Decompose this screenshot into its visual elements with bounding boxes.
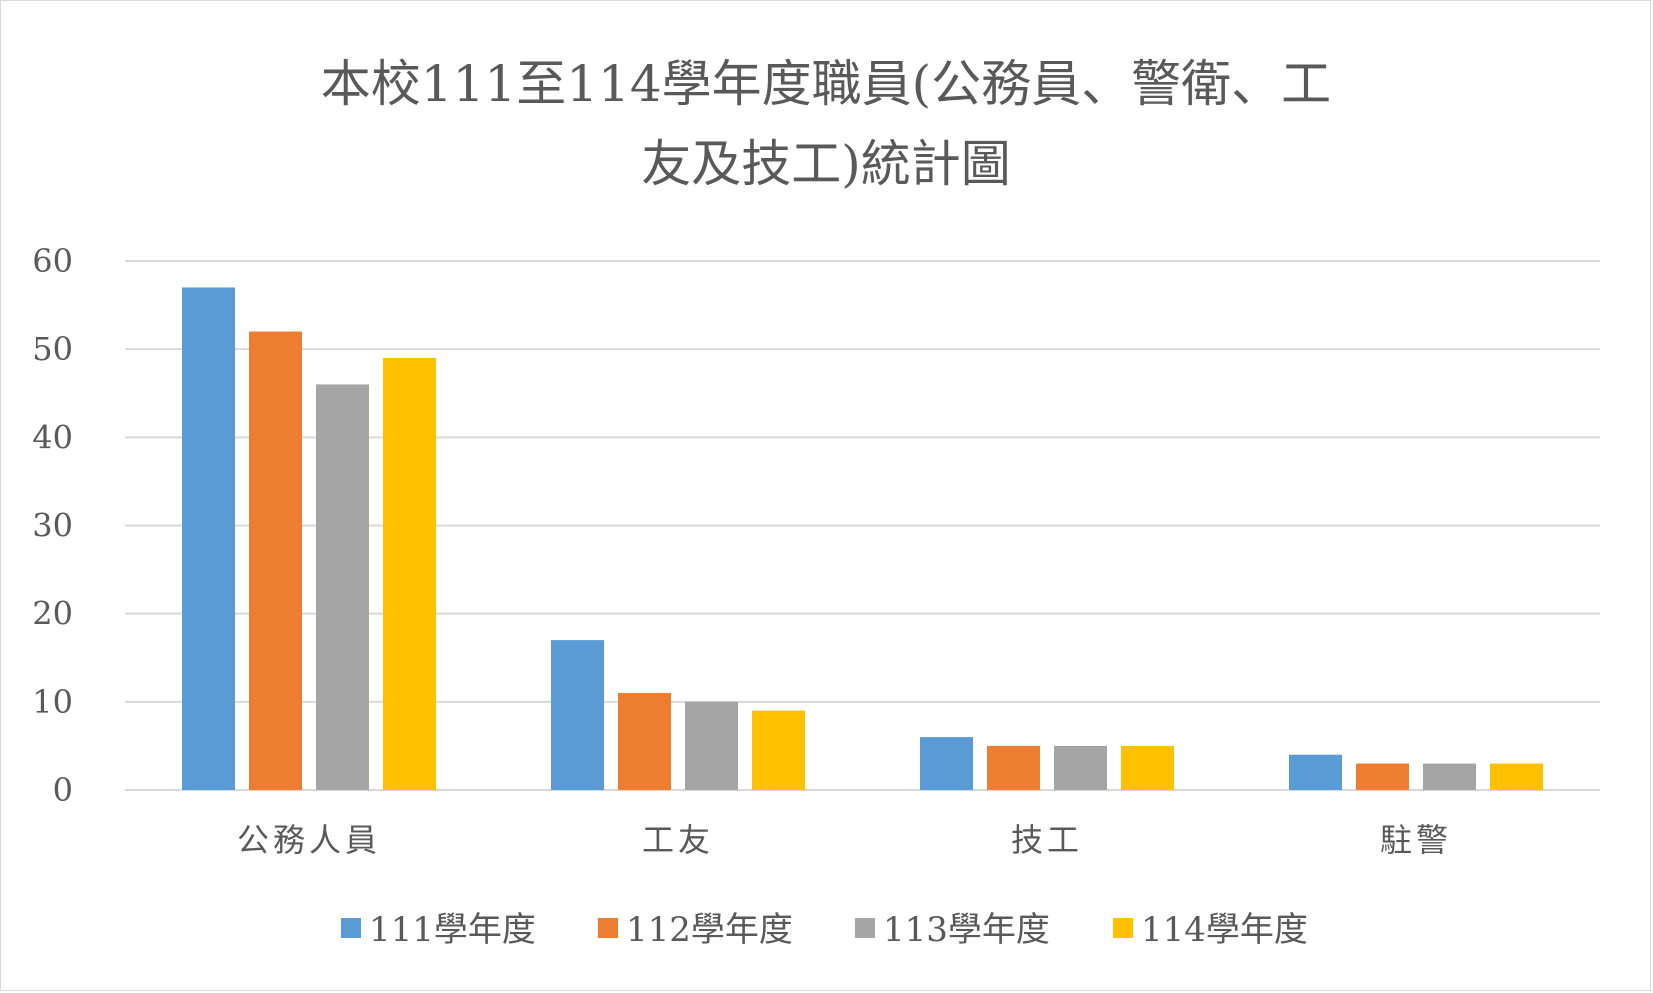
bar (316, 384, 369, 790)
legend-label: 112學年度 (626, 910, 793, 950)
chart-title-line-2: 友及技工)統計圖 (641, 135, 1011, 193)
bar (182, 287, 235, 790)
bar (383, 357, 436, 790)
bars (182, 287, 1543, 790)
bar (551, 640, 604, 790)
bar (685, 701, 738, 790)
y-tick-label: 50 (32, 330, 73, 368)
x-category-label: 公務人員 (237, 821, 381, 859)
legend-swatch (341, 918, 361, 938)
bar (920, 737, 973, 790)
bar (1054, 745, 1107, 790)
y-tick-label: 40 (32, 418, 73, 456)
y-tick-label: 20 (32, 595, 73, 633)
x-category-label: 技工 (1011, 821, 1083, 859)
legend-swatch (1113, 918, 1133, 938)
bar (1289, 754, 1342, 790)
y-axis-ticks: 0 10 20 30 40 50 60 (32, 242, 73, 809)
y-tick-label: 30 (32, 507, 73, 545)
legend-swatch (598, 918, 618, 938)
y-tick-label: 0 (53, 771, 73, 809)
y-tick-label: 10 (32, 683, 73, 721)
x-category-label: 駐警 (1380, 821, 1452, 859)
bar (1356, 763, 1409, 790)
y-tick-label: 60 (32, 242, 73, 280)
legend-label: 113學年度 (883, 910, 1050, 950)
legend-label: 114學年度 (1141, 910, 1308, 950)
bar (249, 331, 302, 790)
x-category-label: 工友 (642, 821, 714, 859)
bar (1121, 745, 1174, 790)
bar (1423, 763, 1476, 790)
chart-title: 本校111至114學年度職員(公務員、警衛、工 友及技工)統計圖 (321, 55, 1331, 193)
legend: 111學年度 112學年度 113學年度 114學年度 (341, 910, 1308, 950)
legend-label: 111學年度 (369, 910, 536, 950)
gridlines (125, 260, 1600, 791)
bar (618, 693, 671, 790)
bar (1490, 763, 1543, 790)
bar (987, 745, 1040, 790)
x-axis-categories: 公務人員 工友 技工 駐警 (237, 821, 1452, 859)
bar (752, 710, 805, 790)
legend-swatch (855, 918, 875, 938)
chart-title-line-1: 本校111至114學年度職員(公務員、警衛、工 (321, 55, 1331, 113)
